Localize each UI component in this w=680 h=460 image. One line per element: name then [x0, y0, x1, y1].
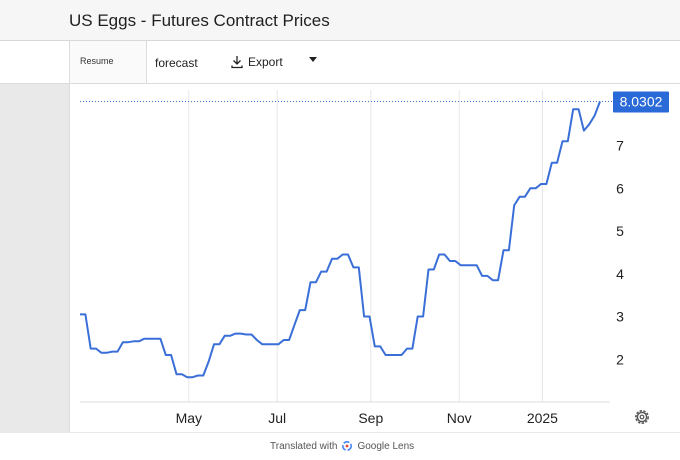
tab-resume-label: Resume [80, 56, 114, 66]
footer-brand: Google Lens [357, 440, 415, 452]
export-label: Export [248, 55, 283, 69]
price-series-line [80, 101, 601, 379]
footer-attribution: Translated with Google Lens [270, 440, 414, 452]
chevron-down-icon[interactable] [309, 57, 317, 62]
chart-panel: 2 3 4 5 6 7 May Jul Sep Nov 2025 8.0302 [69, 84, 680, 432]
header-bar: US Eggs - Futures Contract Prices [0, 0, 680, 41]
download-icon [231, 56, 243, 69]
last-value-label: 8.0302 [620, 94, 663, 110]
chart-toolbar: Resume forecast Export [0, 41, 680, 84]
export-button[interactable]: Export [230, 53, 283, 71]
tab-resume[interactable]: Resume [69, 41, 147, 83]
price-chart: 2 3 4 5 6 7 May Jul Sep Nov 2025 8.0302 [80, 90, 669, 426]
x-tick-label: 2025 [527, 410, 558, 426]
page-title: US Eggs - Futures Contract Prices [69, 11, 330, 30]
last-value-badge [613, 91, 669, 113]
footer: Translated with Google Lens [0, 433, 680, 460]
tab-forecast[interactable]: forecast [155, 56, 198, 70]
y-tick-label: 3 [616, 309, 624, 325]
y-tick-label: 4 [616, 266, 624, 282]
x-tick-label: Jul [268, 410, 286, 426]
google-lens-icon [342, 441, 353, 451]
x-tick-label: Nov [447, 410, 472, 426]
y-tick-label: 5 [616, 223, 624, 239]
y-tick-label: 2 [616, 351, 624, 367]
x-tick-label: May [176, 410, 202, 426]
gear-icon[interactable] [635, 410, 649, 424]
y-tick-label: 6 [616, 180, 624, 196]
x-tick-label: Sep [358, 410, 383, 426]
footer-translated-label: Translated with [270, 440, 338, 452]
y-tick-label: 7 [616, 138, 624, 154]
